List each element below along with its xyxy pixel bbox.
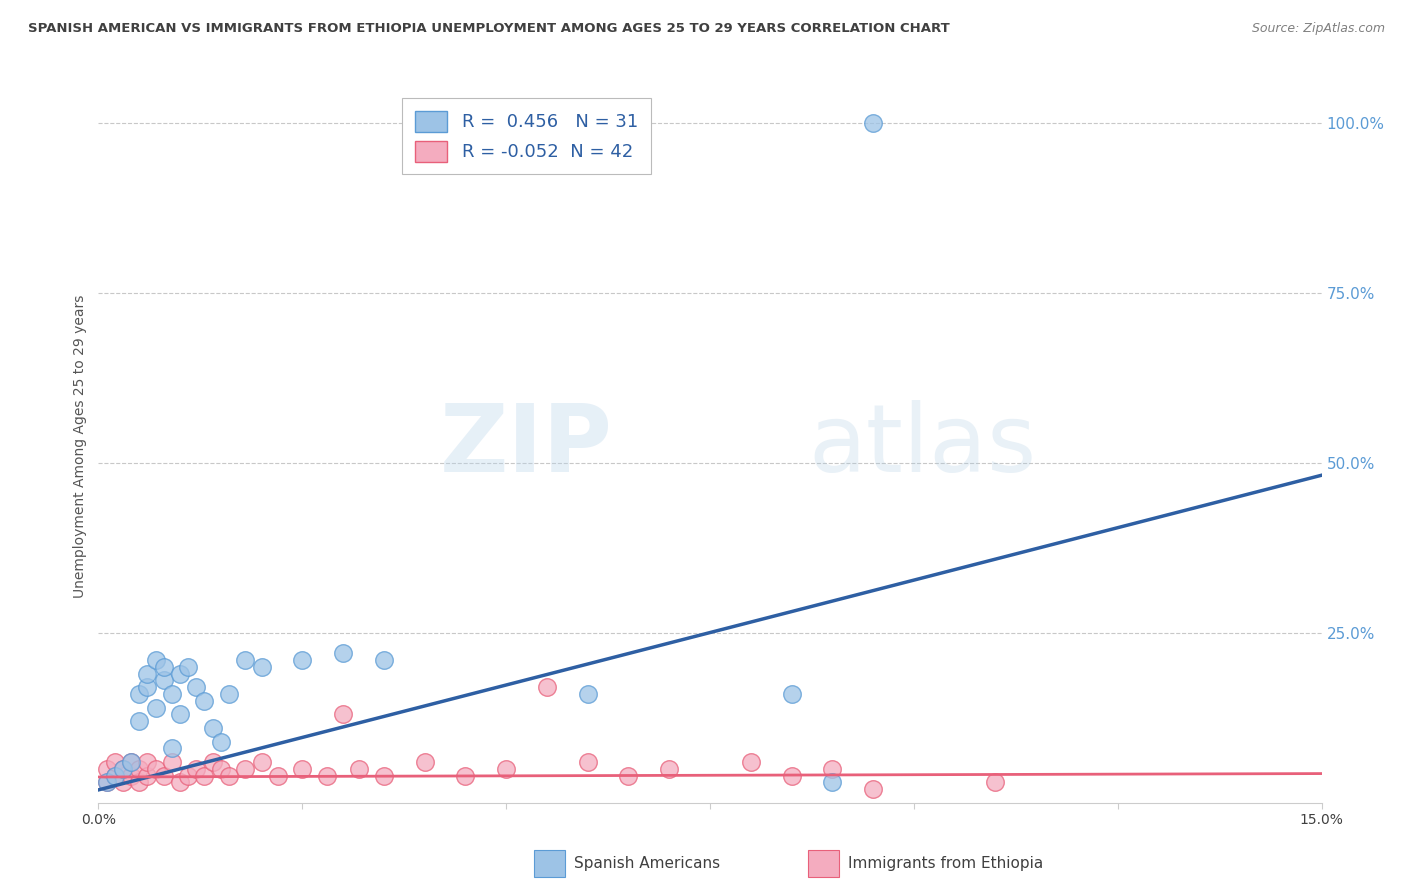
- Point: [821, 775, 844, 789]
- Point: [780, 769, 803, 783]
- Point: [104, 769, 127, 783]
- Point: [169, 775, 191, 789]
- Point: [413, 755, 436, 769]
- Point: [193, 694, 215, 708]
- Point: [617, 769, 640, 783]
- Point: [169, 666, 191, 681]
- Point: [152, 673, 174, 688]
- Point: [780, 687, 803, 701]
- Point: [201, 755, 224, 769]
- Text: Spanish Americans: Spanish Americans: [574, 856, 720, 871]
- Point: [120, 769, 142, 783]
- Point: [169, 707, 191, 722]
- Point: [152, 660, 174, 674]
- Point: [862, 116, 884, 130]
- Point: [193, 769, 215, 783]
- Point: [373, 769, 395, 783]
- Point: [104, 755, 127, 769]
- Point: [218, 687, 240, 701]
- Point: [111, 775, 134, 789]
- Point: [862, 782, 884, 797]
- Point: [576, 687, 599, 701]
- Point: [111, 762, 134, 776]
- Point: [576, 755, 599, 769]
- Point: [201, 721, 224, 735]
- Point: [136, 680, 159, 694]
- Point: [96, 775, 118, 789]
- Point: [152, 769, 174, 783]
- Point: [136, 769, 159, 783]
- Point: [250, 755, 273, 769]
- Point: [209, 762, 232, 776]
- Text: SPANISH AMERICAN VS IMMIGRANTS FROM ETHIOPIA UNEMPLOYMENT AMONG AGES 25 TO 29 YE: SPANISH AMERICAN VS IMMIGRANTS FROM ETHI…: [28, 22, 950, 36]
- Point: [233, 653, 256, 667]
- Point: [160, 755, 183, 769]
- Point: [96, 762, 118, 776]
- Point: [177, 660, 200, 674]
- Y-axis label: Unemployment Among Ages 25 to 29 years: Unemployment Among Ages 25 to 29 years: [73, 294, 87, 598]
- Point: [128, 687, 150, 701]
- Point: [740, 755, 762, 769]
- Legend: R =  0.456   N = 31, R = -0.052  N = 42: R = 0.456 N = 31, R = -0.052 N = 42: [402, 98, 651, 174]
- Text: ZIP: ZIP: [439, 400, 612, 492]
- Point: [136, 666, 159, 681]
- Point: [984, 775, 1007, 789]
- Text: atlas: atlas: [808, 400, 1036, 492]
- Point: [104, 769, 127, 783]
- Point: [145, 762, 167, 776]
- Point: [821, 762, 844, 776]
- Point: [233, 762, 256, 776]
- Point: [128, 714, 150, 729]
- Point: [128, 762, 150, 776]
- Point: [495, 762, 517, 776]
- Point: [120, 755, 142, 769]
- Text: Immigrants from Ethiopia: Immigrants from Ethiopia: [848, 856, 1043, 871]
- Point: [536, 680, 558, 694]
- Point: [315, 769, 337, 783]
- Point: [291, 653, 314, 667]
- Point: [332, 646, 354, 660]
- Point: [186, 762, 208, 776]
- Point: [332, 707, 354, 722]
- Point: [209, 734, 232, 748]
- Point: [267, 769, 290, 783]
- Point: [111, 762, 134, 776]
- Point: [349, 762, 371, 776]
- Point: [136, 755, 159, 769]
- Point: [177, 769, 200, 783]
- Point: [291, 762, 314, 776]
- Point: [120, 755, 142, 769]
- Text: Source: ZipAtlas.com: Source: ZipAtlas.com: [1251, 22, 1385, 36]
- Point: [658, 762, 681, 776]
- Point: [145, 653, 167, 667]
- Point: [218, 769, 240, 783]
- Point: [373, 653, 395, 667]
- Point: [454, 769, 477, 783]
- Point: [160, 741, 183, 756]
- Point: [186, 680, 208, 694]
- Point: [128, 775, 150, 789]
- Point: [145, 700, 167, 714]
- Point: [160, 687, 183, 701]
- Point: [96, 775, 118, 789]
- Point: [250, 660, 273, 674]
